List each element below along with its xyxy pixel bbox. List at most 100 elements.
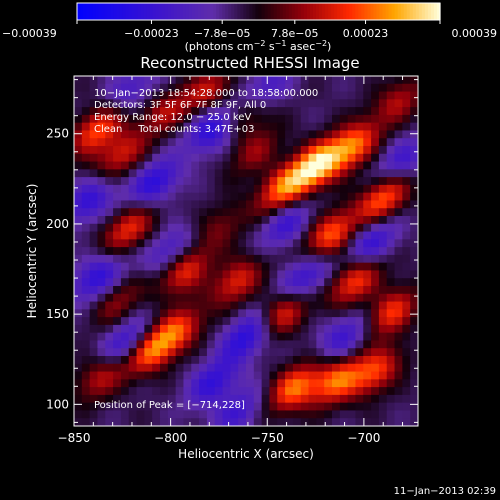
- heatmap-cell: [378, 286, 388, 295]
- heatmap-cell: [378, 402, 388, 411]
- heatmap-cell: [97, 379, 106, 388]
- heatmap-cell: [332, 231, 341, 240]
- heatmap-cell: [402, 309, 411, 318]
- heatmap-cell: [199, 99, 208, 108]
- heatmap-cell: [347, 177, 356, 186]
- heatmap-cell: [81, 208, 91, 217]
- heatmap-cell: [316, 146, 325, 155]
- colorbar-cell: [364, 3, 369, 20]
- heatmap-cell: [277, 153, 286, 163]
- heatmap-cell: [292, 262, 302, 271]
- heatmap-image: [74, 76, 419, 427]
- heatmap-cell: [105, 99, 114, 108]
- heatmap-cell: [120, 332, 130, 341]
- heatmap-cell: [410, 231, 419, 240]
- heatmap-cell: [339, 91, 349, 100]
- heatmap-cell: [285, 130, 294, 139]
- heatmap-cell: [339, 309, 349, 318]
- heatmap-cell: [371, 332, 380, 341]
- heatmap-cell: [214, 254, 224, 264]
- heatmap-cell: [206, 231, 216, 240]
- heatmap-cell: [253, 91, 263, 100]
- heatmap-cell: [355, 324, 364, 334]
- heatmap-cell: [246, 76, 255, 85]
- heatmap-cell: [136, 130, 145, 139]
- heatmap-cell: [81, 379, 91, 388]
- heatmap-cell: [105, 410, 114, 419]
- heatmap-cell: [214, 278, 224, 287]
- heatmap-cell: [402, 293, 411, 303]
- heatmap-cell: [183, 340, 192, 349]
- heatmap-cell: [246, 192, 255, 201]
- heatmap-cell: [230, 340, 239, 349]
- heatmap-cell: [394, 317, 403, 326]
- heatmap-cell: [410, 138, 419, 147]
- heatmap-cell: [394, 278, 403, 287]
- heatmap-cell: [105, 309, 114, 318]
- heatmap-cell: [214, 301, 224, 310]
- heatmap-cell: [339, 317, 349, 326]
- heatmap-cell: [339, 107, 349, 116]
- heatmap-cell: [300, 177, 310, 186]
- heatmap-cell: [105, 138, 114, 147]
- heatmap-cell: [347, 76, 356, 85]
- heatmap-cell: [394, 379, 403, 388]
- heatmap-cell: [175, 130, 184, 139]
- heatmap-cell: [363, 177, 372, 186]
- heatmap-cell: [292, 410, 302, 419]
- heatmap-cell: [238, 410, 247, 419]
- heatmap-cell: [324, 293, 333, 303]
- heatmap-cell: [238, 254, 247, 264]
- heatmap-cell: [277, 169, 286, 178]
- colorbar-cell: [258, 3, 263, 20]
- heatmap-cell: [386, 340, 396, 349]
- heatmap-cell: [300, 332, 310, 341]
- heatmap-cell: [81, 216, 91, 225]
- heatmap-cell: [191, 356, 200, 365]
- heatmap-cell: [160, 216, 169, 225]
- heatmap-cell: [386, 146, 396, 155]
- heatmap-cell: [332, 394, 341, 404]
- heatmap-cell: [74, 177, 83, 186]
- heatmap-cell: [74, 293, 83, 303]
- heatmap-cell: [113, 332, 122, 341]
- heatmap-cell: [410, 293, 419, 303]
- heatmap-cell: [120, 169, 130, 178]
- heatmap-cell: [152, 270, 161, 279]
- heatmap-cell: [277, 332, 286, 341]
- heatmap-cell: [378, 371, 388, 380]
- heatmap-cell: [222, 371, 231, 380]
- heatmap-cell: [120, 410, 130, 419]
- heatmap-cell: [292, 200, 302, 209]
- heatmap-cell: [378, 153, 388, 163]
- heatmap-cell: [199, 231, 208, 240]
- heatmap-cell: [332, 153, 341, 163]
- heatmap-cell: [206, 356, 216, 365]
- heatmap-cell: [120, 340, 130, 349]
- heatmap-cell: [316, 332, 325, 341]
- y-tick-label: 250: [46, 127, 69, 141]
- heatmap-cell: [394, 309, 403, 318]
- heatmap-cell: [402, 418, 411, 427]
- heatmap-cell: [167, 309, 177, 318]
- heatmap-cell: [144, 301, 153, 310]
- heatmap-cell: [230, 348, 239, 357]
- heatmap-cell: [113, 231, 122, 240]
- heatmap-cell: [160, 83, 169, 93]
- heatmap-cell: [144, 324, 153, 334]
- heatmap-cell: [332, 184, 341, 194]
- colorbar-cell: [234, 3, 238, 20]
- heatmap-cell: [300, 254, 310, 264]
- heatmap-cell: [246, 138, 255, 147]
- heatmap-cell: [386, 216, 396, 225]
- heatmap-cell: [144, 99, 153, 108]
- heatmap-cell: [199, 130, 208, 139]
- heatmap-cell: [308, 394, 317, 404]
- heatmap-cell: [277, 418, 286, 427]
- colorbar-cell: [400, 3, 405, 20]
- heatmap-cell: [238, 418, 247, 427]
- heatmap-cell: [105, 208, 114, 217]
- heatmap-cell: [339, 387, 349, 396]
- heatmap-cell: [191, 239, 200, 248]
- heatmap-cell: [371, 107, 380, 116]
